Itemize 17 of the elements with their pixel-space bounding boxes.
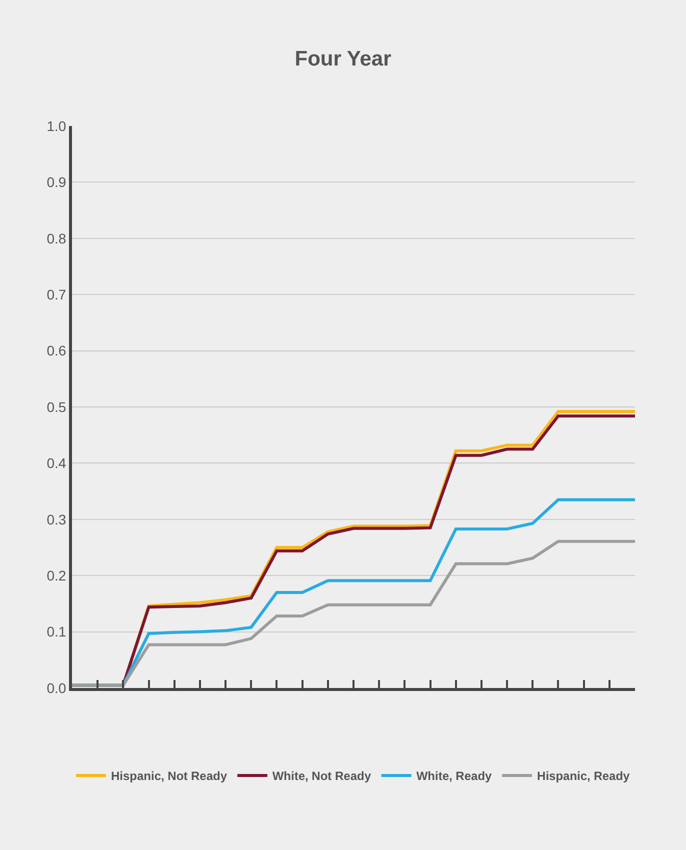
legend-label: Hispanic, Ready bbox=[537, 769, 630, 784]
y-tick-label: 0.3 bbox=[46, 511, 66, 528]
y-tick-label: 0.2 bbox=[46, 568, 66, 584]
y-tick-label: 0.9 bbox=[46, 174, 66, 190]
y-tick-label: 1.0 bbox=[46, 118, 66, 134]
y-tick-label: 0.8 bbox=[46, 230, 66, 246]
y-tick-label: 0.7 bbox=[46, 286, 66, 302]
y-tick-label: 0.4 bbox=[46, 455, 66, 472]
y-tick-label: 0.5 bbox=[46, 398, 66, 415]
y-tick-label: 0.0 bbox=[46, 680, 66, 696]
legend-label: Hispanic, Not Ready bbox=[111, 769, 228, 784]
y-tick-label: 0.6 bbox=[46, 342, 66, 359]
line-series bbox=[72, 540, 635, 687]
chart-title: Four Year bbox=[294, 47, 392, 70]
legend-label: White, Not Ready bbox=[272, 769, 372, 784]
y-tick-label: 0.1 bbox=[46, 624, 66, 640]
legend-label: White, Ready bbox=[416, 769, 492, 784]
